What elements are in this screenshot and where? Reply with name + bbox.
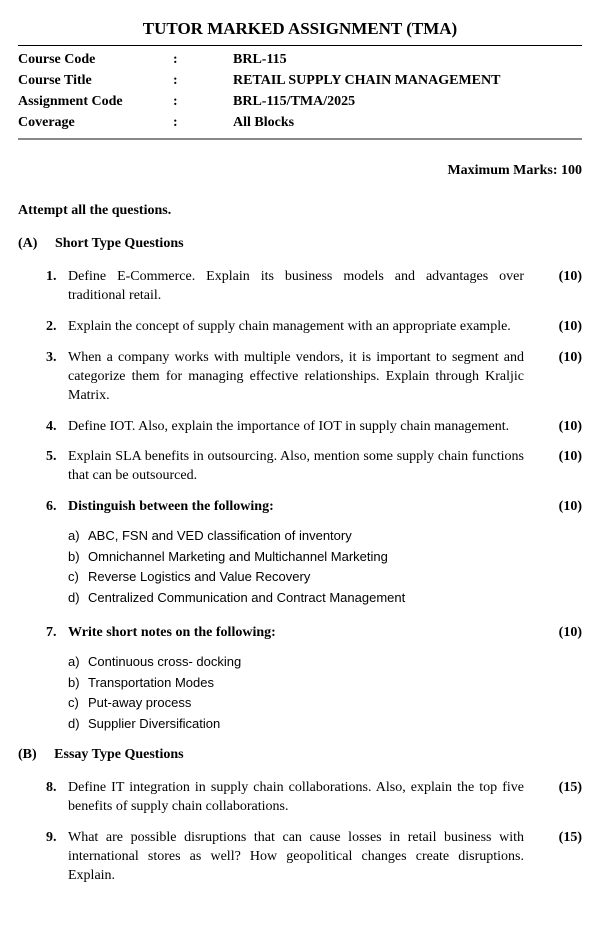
question-text: Explain SLA benefits in outsourcing. Als… bbox=[68, 448, 542, 486]
meta-colon: : bbox=[173, 71, 233, 92]
list-item: 7. Write short notes on the following: (… bbox=[46, 624, 582, 732]
question-number: 3. bbox=[46, 349, 68, 368]
attempt-instruction: Attempt all the questions. bbox=[18, 202, 582, 221]
max-marks: Maximum Marks: 100 bbox=[18, 162, 582, 181]
section-a-heading: (A) Short Type Questions bbox=[18, 235, 582, 254]
sub-text: ABC, FSN and VED classification of inven… bbox=[88, 528, 352, 543]
sub-text: Continuous cross- docking bbox=[88, 654, 241, 669]
list-item: a)ABC, FSN and VED classification of inv… bbox=[68, 527, 582, 545]
sub-text: Transportation Modes bbox=[88, 675, 214, 690]
sub-text: Omnichannel Marketing and Multichannel M… bbox=[88, 549, 388, 564]
question-marks: (10) bbox=[542, 318, 582, 337]
meta-colon: : bbox=[173, 92, 233, 113]
table-row: Coverage : All Blocks bbox=[18, 113, 582, 134]
question-text: Distinguish between the following: bbox=[68, 498, 542, 517]
question-number: 8. bbox=[46, 779, 68, 798]
question-number: 4. bbox=[46, 418, 68, 437]
sub-list: a)Continuous cross- docking b)Transporta… bbox=[46, 653, 582, 732]
question-text: Explain the concept of supply chain mana… bbox=[68, 318, 542, 337]
meta-colon: : bbox=[173, 113, 233, 134]
list-item: 5. Explain SLA benefits in outsourcing. … bbox=[46, 448, 582, 486]
meta-colon: : bbox=[173, 50, 233, 71]
questions-list-b: 8. Define IT integration in supply chain… bbox=[18, 779, 582, 885]
sub-letter: a) bbox=[68, 527, 88, 545]
meta-label: Assignment Code bbox=[18, 92, 173, 113]
sub-letter: c) bbox=[68, 568, 88, 586]
list-item: 2. Explain the concept of supply chain m… bbox=[46, 318, 582, 337]
list-item: b)Omnichannel Marketing and Multichannel… bbox=[68, 548, 582, 566]
question-marks: (10) bbox=[542, 448, 582, 467]
question-text: Define IOT. Also, explain the importance… bbox=[68, 418, 542, 437]
table-row: Course Code : BRL-115 bbox=[18, 50, 582, 71]
sub-text: Centralized Communication and Contract M… bbox=[88, 590, 405, 605]
question-text: Define IT integration in supply chain co… bbox=[68, 779, 542, 817]
question-text: Write short notes on the following: bbox=[68, 624, 542, 643]
question-marks: (15) bbox=[542, 829, 582, 848]
list-item: 6. Distinguish between the following: (1… bbox=[46, 498, 582, 606]
sub-text: Supplier Diversification bbox=[88, 716, 220, 731]
question-text: When a company works with multiple vendo… bbox=[68, 349, 542, 406]
meta-label: Course Code bbox=[18, 50, 173, 71]
list-item: 4. Define IOT. Also, explain the importa… bbox=[46, 418, 582, 437]
course-meta-table: Course Code : BRL-115 Course Title : RET… bbox=[18, 50, 582, 134]
sub-text: Put-away process bbox=[88, 695, 191, 710]
page-title: TUTOR MARKED ASSIGNMENT (TMA) bbox=[18, 18, 582, 46]
questions-list-a: 1. Define E-Commerce. Explain its busine… bbox=[18, 268, 582, 732]
section-b-heading: (B) Essay Type Questions bbox=[18, 746, 582, 765]
sub-letter: a) bbox=[68, 653, 88, 671]
list-item: 1. Define E-Commerce. Explain its busine… bbox=[46, 268, 582, 306]
list-item: d)Centralized Communication and Contract… bbox=[68, 589, 582, 607]
question-marks: (10) bbox=[542, 268, 582, 287]
list-item: c)Reverse Logistics and Value Recovery bbox=[68, 568, 582, 586]
sub-letter: b) bbox=[68, 674, 88, 692]
meta-value: BRL-115/TMA/2025 bbox=[233, 92, 582, 113]
question-number: 9. bbox=[46, 829, 68, 848]
question-marks: (15) bbox=[542, 779, 582, 798]
divider bbox=[18, 138, 582, 140]
meta-value: BRL-115 bbox=[233, 50, 582, 71]
table-row: Course Title : RETAIL SUPPLY CHAIN MANAG… bbox=[18, 71, 582, 92]
question-marks: (10) bbox=[542, 349, 582, 368]
meta-value: RETAIL SUPPLY CHAIN MANAGEMENT bbox=[233, 71, 582, 92]
sub-text: Reverse Logistics and Value Recovery bbox=[88, 569, 310, 584]
sub-list: a)ABC, FSN and VED classification of inv… bbox=[46, 527, 582, 606]
meta-label: Course Title bbox=[18, 71, 173, 92]
meta-label: Coverage bbox=[18, 113, 173, 134]
list-item: 9. What are possible disruptions that ca… bbox=[46, 829, 582, 886]
list-item: d)Supplier Diversification bbox=[68, 715, 582, 733]
question-text: What are possible disruptions that can c… bbox=[68, 829, 542, 886]
list-item: 8. Define IT integration in supply chain… bbox=[46, 779, 582, 817]
list-item: a)Continuous cross- docking bbox=[68, 653, 582, 671]
section-b-label: (B) bbox=[18, 747, 37, 762]
question-number: 1. bbox=[46, 268, 68, 287]
question-number: 5. bbox=[46, 448, 68, 467]
list-item: 3. When a company works with multiple ve… bbox=[46, 349, 582, 406]
table-row: Assignment Code : BRL-115/TMA/2025 bbox=[18, 92, 582, 113]
sub-letter: d) bbox=[68, 589, 88, 607]
question-marks: (10) bbox=[542, 624, 582, 643]
question-number: 6. bbox=[46, 498, 68, 517]
question-marks: (10) bbox=[542, 418, 582, 437]
question-number: 7. bbox=[46, 624, 68, 643]
section-a-title: Short Type Questions bbox=[55, 236, 184, 251]
sub-letter: d) bbox=[68, 715, 88, 733]
meta-value: All Blocks bbox=[233, 113, 582, 134]
question-text: Define E-Commerce. Explain its business … bbox=[68, 268, 542, 306]
sub-letter: b) bbox=[68, 548, 88, 566]
section-a-label: (A) bbox=[18, 236, 37, 251]
sub-letter: c) bbox=[68, 694, 88, 712]
section-b-title: Essay Type Questions bbox=[54, 747, 183, 762]
question-number: 2. bbox=[46, 318, 68, 337]
list-item: b)Transportation Modes bbox=[68, 674, 582, 692]
question-marks: (10) bbox=[542, 498, 582, 517]
list-item: c)Put-away process bbox=[68, 694, 582, 712]
